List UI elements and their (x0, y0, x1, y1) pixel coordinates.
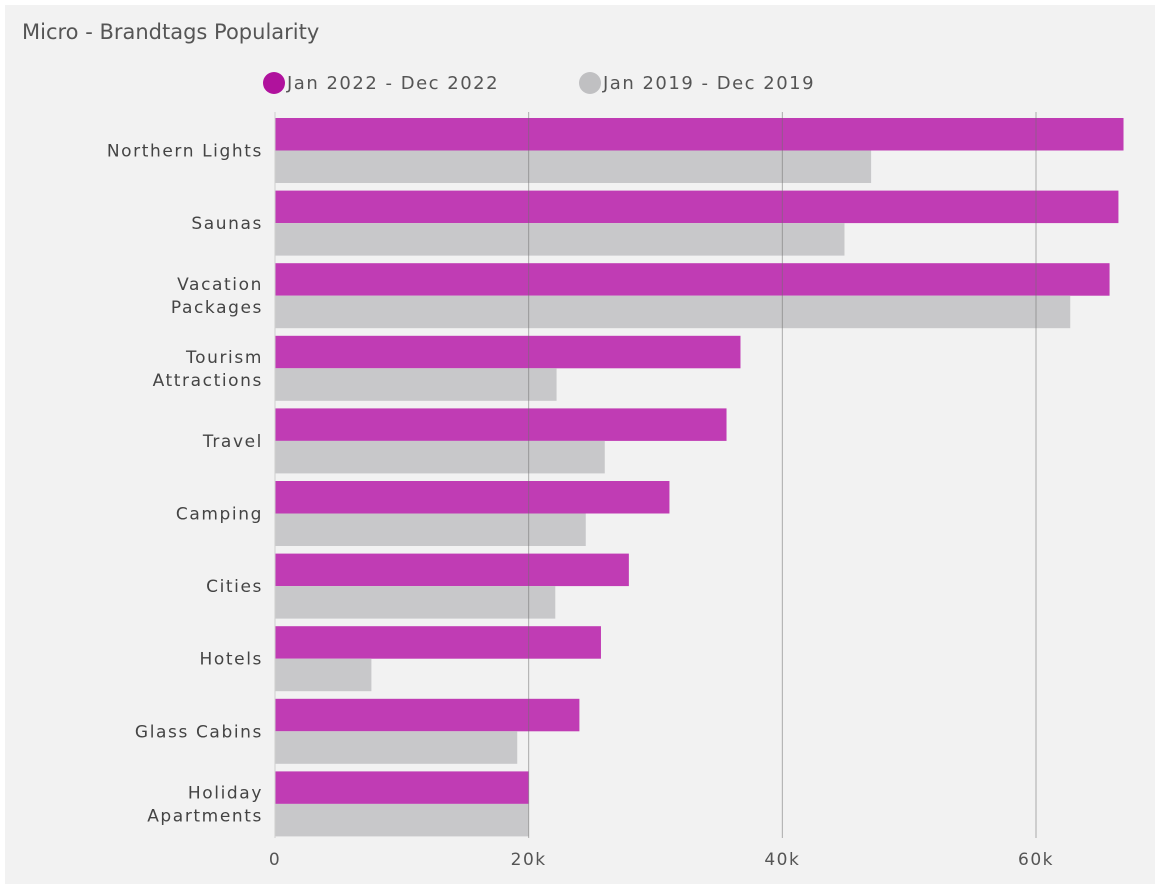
legend-item-2022[interactable]: Jan 2022 - Dec 2022 (263, 68, 499, 98)
category-label: Glass Cabins (135, 722, 263, 742)
bar-2022-6[interactable] (275, 553, 629, 587)
category-label: Saunas (191, 214, 263, 234)
bar-2019-3[interactable] (275, 368, 557, 401)
legend-label-2022: Jan 2022 - Dec 2022 (287, 72, 500, 94)
legend-label-2019: Jan 2019 - Dec 2019 (603, 72, 816, 94)
chart-title: Micro - Brandtags Popularity (22, 20, 320, 44)
bar-2022-9[interactable] (275, 771, 529, 804)
bar-2019-0[interactable] (275, 150, 872, 184)
bar-2022-1[interactable] (275, 190, 1119, 224)
category-label: Travel (202, 432, 263, 452)
bar-2022-0[interactable] (275, 118, 1124, 151)
category-label: Northern Lights (107, 142, 263, 162)
bar-2022-2[interactable] (275, 263, 1110, 296)
bar-2019-4[interactable] (275, 440, 605, 474)
legend: Jan 2022 - Dec 2022 Jan 2019 - Dec 2019 (0, 68, 1160, 98)
bar-2022-8[interactable] (275, 698, 580, 732)
bar-2019-8[interactable] (275, 731, 518, 764)
bar-2019-9[interactable] (275, 803, 529, 837)
category-label: Vacation Packages (171, 275, 263, 318)
legend-item-2019[interactable]: Jan 2019 - Dec 2019 (579, 68, 815, 98)
x-tick-label: 40k (764, 850, 800, 870)
bar-2019-7[interactable] (275, 658, 372, 692)
bar-2019-2[interactable] (275, 295, 1071, 329)
x-tick-label: 60k (1018, 850, 1054, 870)
bar-2022-3[interactable] (275, 335, 741, 369)
legend-swatch-2022 (263, 72, 285, 94)
category-label: Cities (206, 577, 263, 597)
bar-2022-5[interactable] (275, 481, 670, 514)
bar-2022-7[interactable] (275, 626, 601, 659)
x-tick-label: 0 (269, 850, 281, 870)
category-label: Hotels (200, 650, 264, 670)
bar-2019-6[interactable] (275, 586, 556, 619)
category-label: Tourism Attractions (153, 348, 263, 391)
x-tick-label: 20k (511, 850, 547, 870)
category-label: Holiday Apartments (147, 783, 263, 826)
bar-2022-4[interactable] (275, 408, 727, 441)
bar-2019-1[interactable] (275, 223, 845, 256)
bar-2019-5[interactable] (275, 513, 586, 547)
category-label: Camping (176, 505, 263, 525)
legend-swatch-2019 (579, 72, 601, 94)
